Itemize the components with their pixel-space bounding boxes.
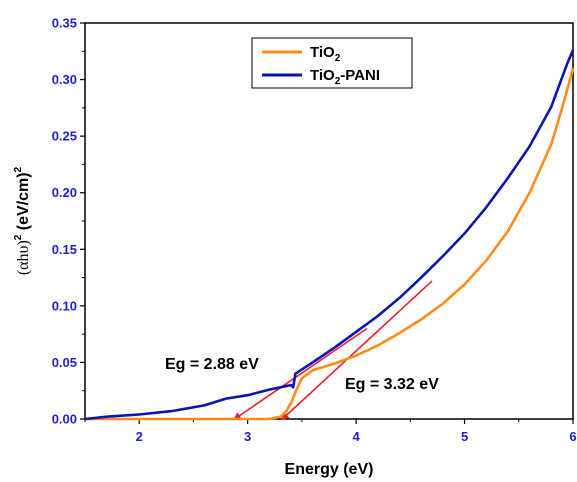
y-axis-ticks: 0.00 0.05 0.10 0.15 0.20 0.25 0.30 0.35	[52, 16, 85, 427]
legend-label-tio2-pani: TiO2-PANI	[310, 67, 380, 87]
series-line-tio2	[85, 67, 575, 421]
y-tick-label: 0.20	[52, 185, 77, 200]
y-axis-title-sup1: 2	[13, 234, 24, 240]
y-axis-title-sup2: 2	[13, 166, 24, 172]
y-tick-label: 0.30	[52, 72, 77, 87]
legend-label-tio2: TiO2	[310, 44, 341, 64]
tangent-line-1	[233, 327, 368, 421]
legend: TiO2 TiO2-PANI	[251, 37, 413, 89]
x-tick-label: 2	[136, 429, 143, 444]
x-tick-label: 3	[244, 429, 251, 444]
annotation-eg-tio2: Eg = 3.32 eV	[345, 376, 439, 393]
x-tick-label: 5	[461, 429, 468, 444]
legend-box	[251, 37, 413, 89]
x-axis-ticks: 2 3 4 5 6	[84, 419, 577, 444]
x-tick-label: 6	[569, 429, 576, 444]
x-axis-title: Energy (eV)	[285, 461, 374, 478]
tangent-lines	[233, 280, 433, 421]
annotation-eg-pani: Eg = 2.88 eV	[165, 356, 259, 373]
series-lines	[84, 49, 575, 421]
y-tick-label: 0.00	[52, 412, 77, 427]
y-tick-label: 0.10	[52, 298, 77, 313]
y-tick-label: 0.35	[52, 16, 77, 31]
y-axis-title: (αhυ)2 (eV/cm)2	[13, 166, 32, 275]
y-axis-title-prefix: (αhυ)	[15, 240, 32, 275]
tangent-line-2	[280, 280, 433, 421]
y-tick-label: 0.15	[52, 242, 77, 257]
y-axis-title-mid: (eV/cm)	[15, 172, 32, 234]
y-tick-label: 0.25	[52, 129, 77, 144]
series-line-tio2-pani	[84, 49, 575, 421]
x-tick-label: 4	[352, 429, 360, 444]
y-tick-label: 0.05	[52, 355, 77, 370]
